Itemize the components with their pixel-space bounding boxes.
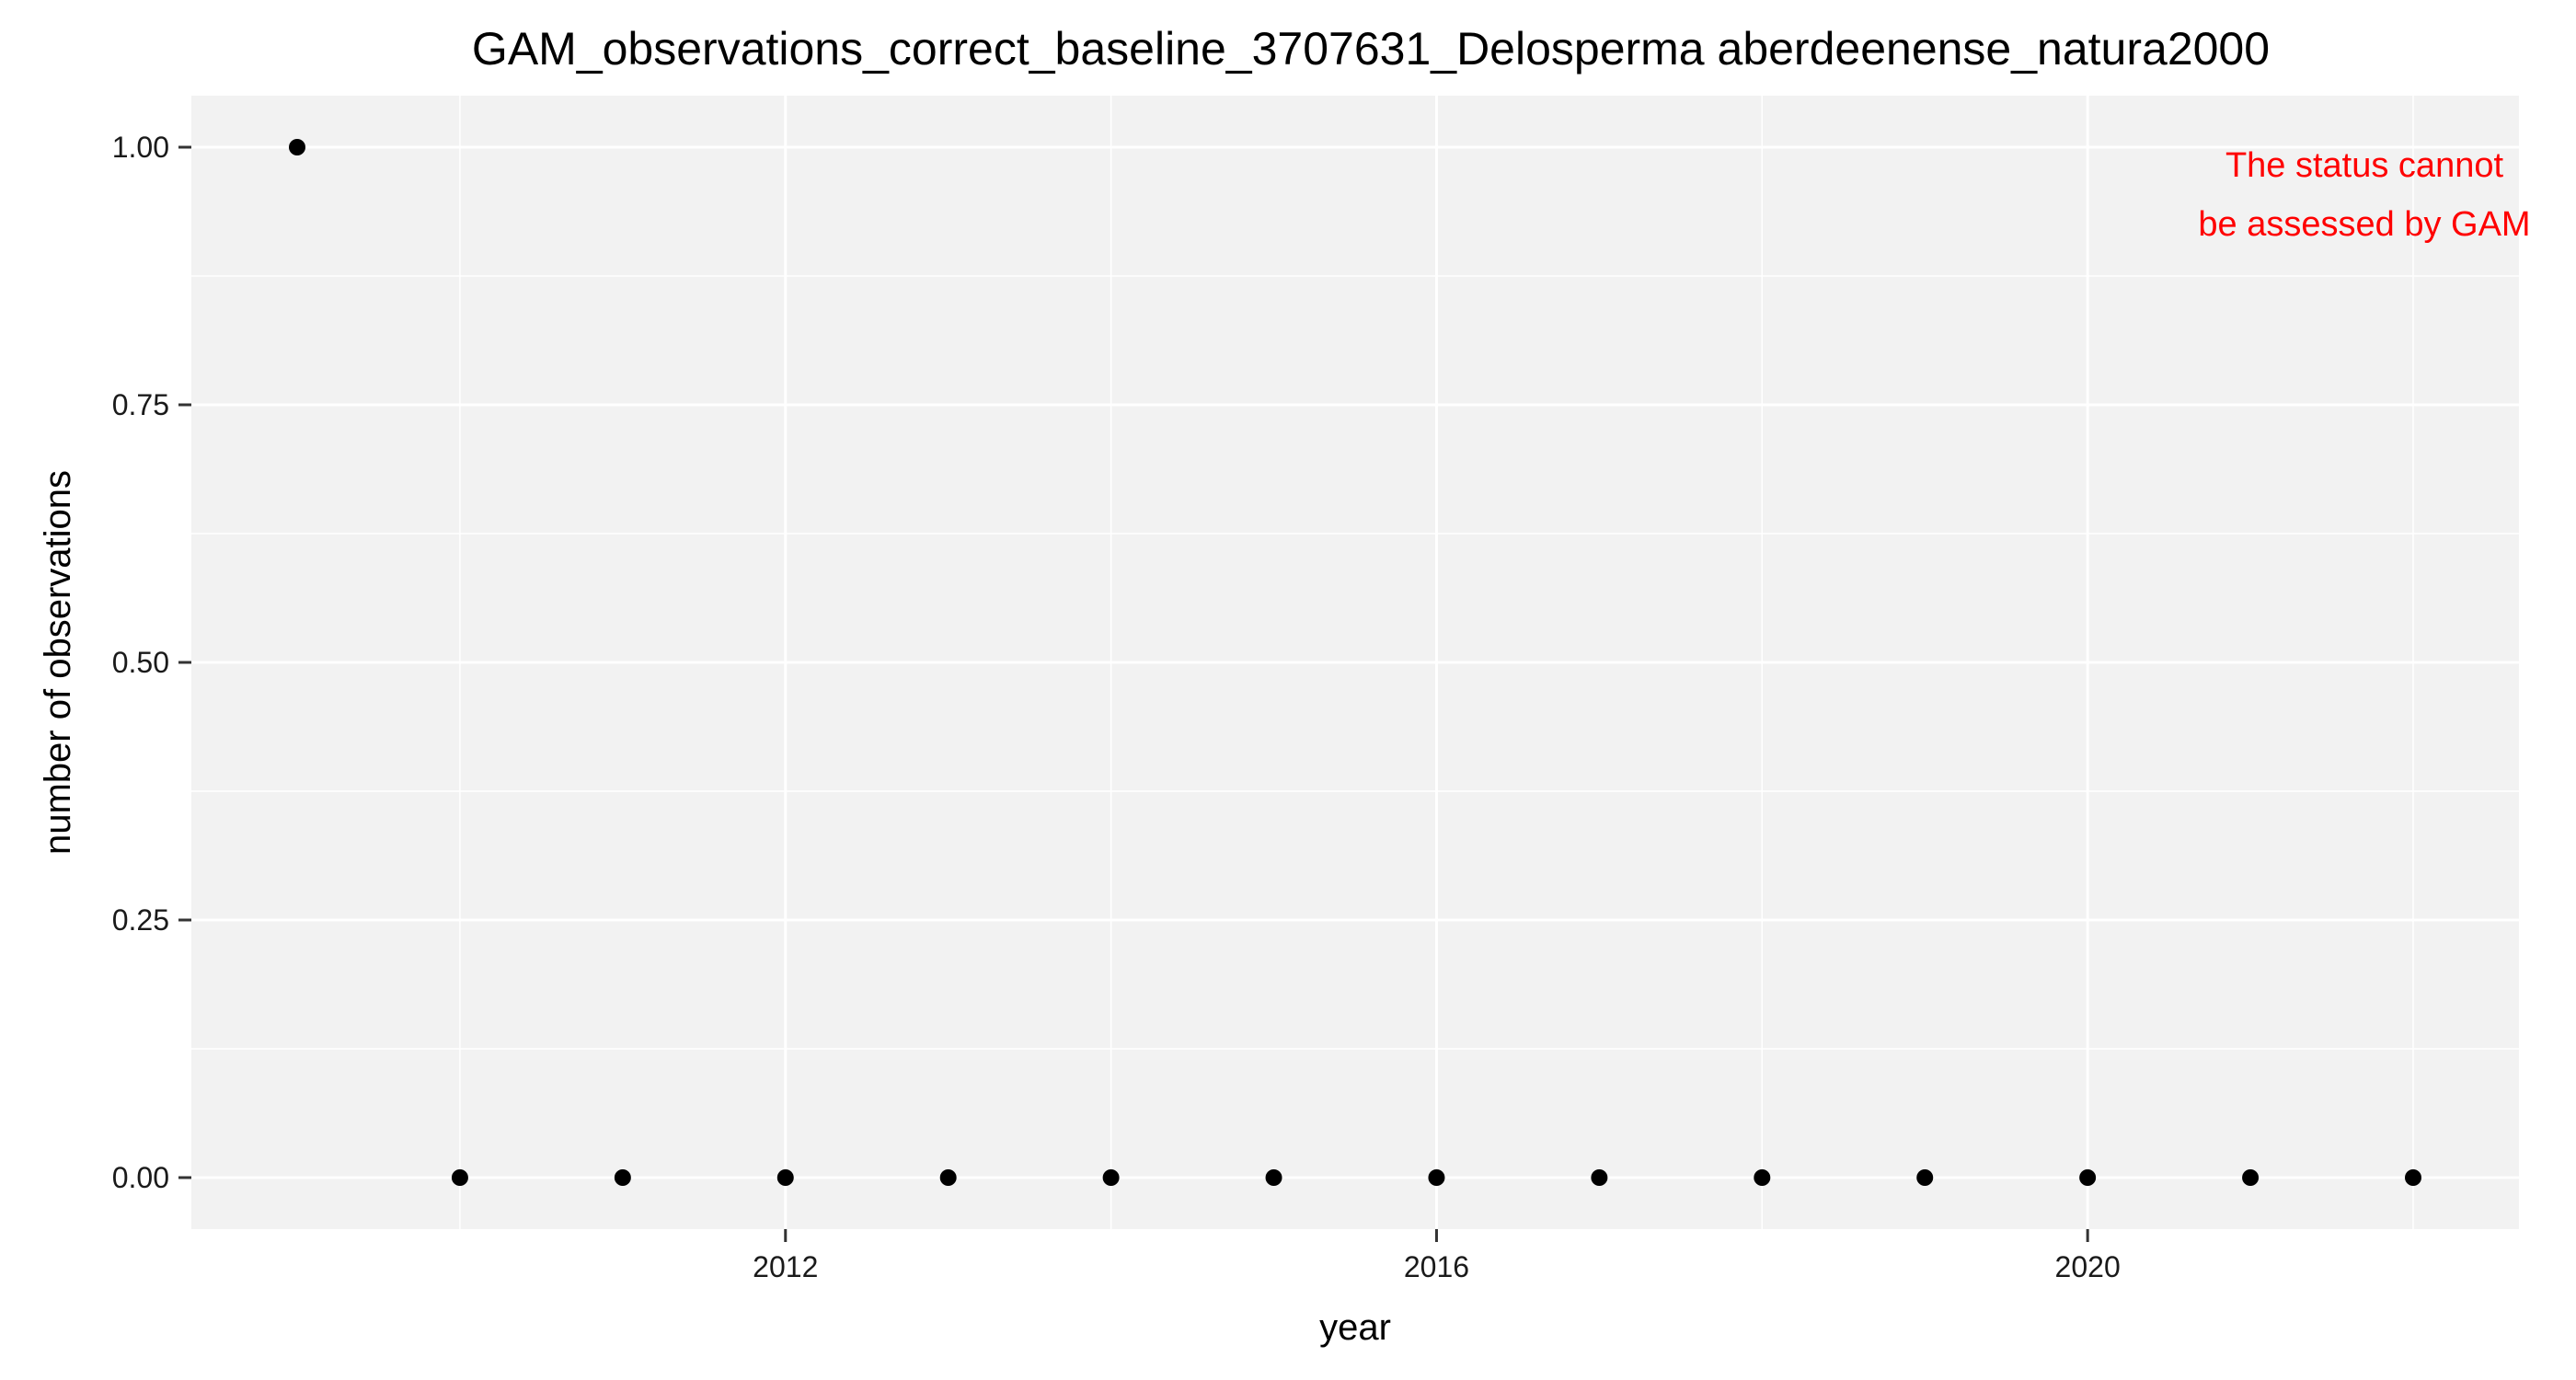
x-tick-label: 2016 — [1404, 1250, 1469, 1283]
major-gridlines — [191, 96, 2519, 1229]
y-axis: 0.00 0.25 0.50 0.75 1.00 — [112, 131, 191, 1194]
y-tick-label: 0.75 — [112, 388, 169, 421]
data-point — [1916, 1169, 1934, 1186]
x-axis: 2012 2016 2020 — [753, 1229, 2121, 1283]
data-point — [1265, 1169, 1282, 1186]
data-point — [2405, 1169, 2421, 1186]
y-tick-label: 0.00 — [112, 1161, 169, 1194]
data-point — [1754, 1169, 1771, 1186]
data-point — [289, 139, 305, 155]
y-axis-title: number of observations — [38, 470, 78, 855]
annotation-line-2: be assessed by GAM — [2198, 205, 2530, 244]
y-tick-label: 0.50 — [112, 646, 169, 679]
annotation-line-1: The status cannot — [2225, 146, 2504, 185]
data-point — [939, 1169, 957, 1186]
x-tick-label: 2020 — [2055, 1250, 2121, 1283]
x-tick-label: 2012 — [753, 1250, 818, 1283]
data-points — [289, 139, 2421, 1186]
data-point — [614, 1169, 631, 1186]
data-point — [2079, 1169, 2097, 1186]
data-point — [776, 1169, 794, 1186]
y-tick-label: 1.00 — [112, 131, 169, 164]
chart-title: GAM_observations_correct_baseline_370763… — [472, 23, 2270, 75]
data-point — [1428, 1169, 1445, 1186]
data-point — [451, 1169, 468, 1186]
data-point — [2242, 1169, 2260, 1186]
x-axis-title: year — [1319, 1307, 1391, 1348]
status-annotation: The status cannot be assessed by GAM — [2198, 146, 2530, 244]
y-tick-label: 0.25 — [112, 903, 169, 937]
data-point — [1102, 1169, 1120, 1186]
data-point — [1591, 1169, 1608, 1186]
